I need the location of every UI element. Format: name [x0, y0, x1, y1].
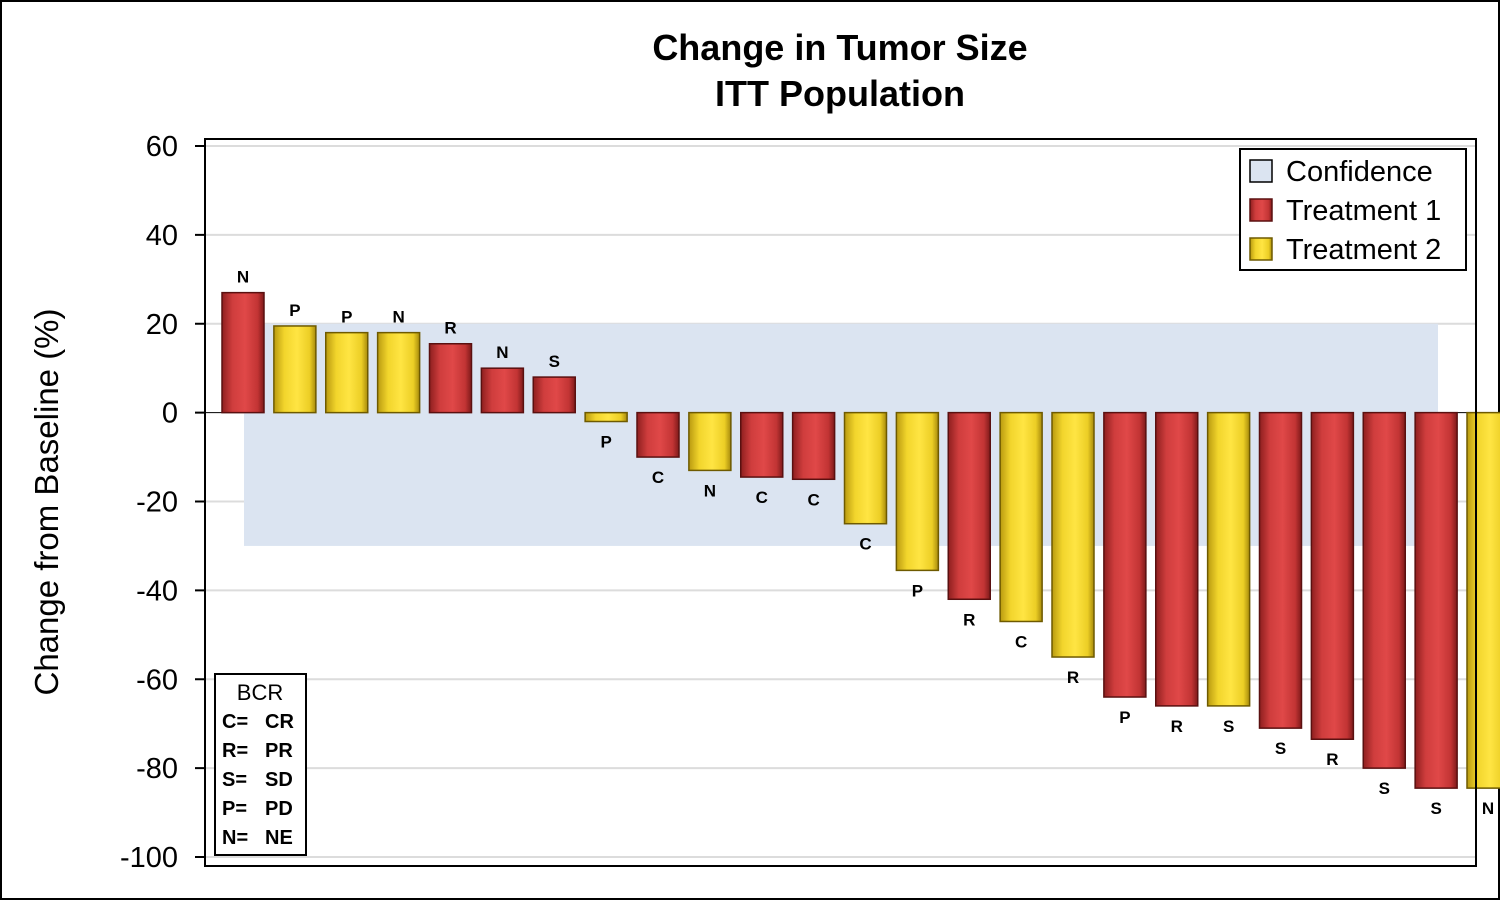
y-tick-label: 20: [146, 309, 178, 341]
y-tick-label: 60: [146, 131, 178, 163]
bar-label: C: [652, 468, 664, 487]
bcr-key-box: [214, 673, 307, 856]
y-axis-label: Change from Baseline (%): [28, 308, 65, 695]
bar-label: P: [600, 433, 611, 452]
bar: [1103, 411, 1147, 698]
bar: [947, 411, 991, 601]
bar-label: N: [237, 268, 249, 287]
bcr-key-value: PD: [265, 798, 293, 820]
bar: [376, 331, 421, 414]
bar: [636, 411, 680, 458]
bar-label: N: [496, 343, 508, 362]
bar: [325, 331, 369, 414]
bcr-key-code: S=: [222, 769, 247, 791]
legend-box: [1239, 148, 1467, 271]
bar-label: S: [1275, 739, 1286, 758]
bar: [843, 411, 888, 525]
bcr-key-value: NE: [265, 827, 293, 849]
bar-label: R: [1326, 750, 1338, 769]
bar-label: N: [1482, 799, 1494, 818]
bar-label: C: [1015, 632, 1027, 651]
bar: [1310, 411, 1355, 740]
bar: [1414, 411, 1458, 789]
bar-label: S: [549, 352, 560, 371]
bcr-key-code: C=: [222, 711, 248, 733]
bar: [584, 411, 628, 423]
y-tick-label: 40: [146, 220, 178, 252]
chart-subtitle: ITT Population: [715, 73, 965, 114]
legend-swatch: [1249, 198, 1273, 222]
bar-label: P: [341, 308, 352, 327]
bar: [740, 411, 784, 478]
bar: [688, 411, 732, 472]
legend-swatch: [1249, 237, 1273, 261]
bar-label: R: [1171, 717, 1183, 736]
bar: [1466, 411, 1500, 789]
legend-label: Confidence: [1286, 156, 1433, 188]
bar: [532, 376, 576, 414]
bcr-key: BCR C= CR R= PR S= SD P= PD N= NE: [214, 673, 307, 856]
bar: [480, 367, 525, 414]
bcr-key-code: N=: [222, 827, 248, 849]
bar-label: P: [912, 581, 923, 600]
bar: [273, 325, 317, 414]
bar: [221, 291, 265, 414]
bars: [221, 291, 1500, 789]
legend: Confidence Treatment 1 Treatment 2: [1239, 148, 1467, 271]
bcr-key-value: PR: [265, 740, 293, 762]
y-tick-label: -100: [120, 842, 178, 874]
y-tick-label: -40: [136, 575, 178, 607]
bar-label: C: [859, 535, 871, 554]
bar: [1362, 411, 1406, 769]
bar-label: C: [756, 488, 768, 507]
bar-label: R: [1067, 668, 1079, 687]
bar-label: P: [1119, 708, 1130, 727]
bar: [999, 411, 1043, 623]
bar: [1051, 411, 1095, 658]
y-tick-label: -20: [136, 487, 178, 519]
bar-label: P: [289, 301, 300, 320]
bar: [791, 411, 836, 481]
bar-label: S: [1430, 799, 1441, 818]
bar: [895, 411, 940, 572]
legend-label: Treatment 2: [1286, 234, 1441, 266]
legend-label: Treatment 1: [1286, 195, 1441, 227]
bar: [1258, 411, 1303, 729]
y-tick-label: 0: [162, 398, 178, 430]
bar-label: S: [1223, 717, 1234, 736]
bcr-key-value: SD: [265, 769, 293, 791]
bar-label: N: [704, 481, 716, 500]
bar-label: R: [444, 319, 456, 338]
bcr-key-code: R=: [222, 740, 248, 762]
bcr-key-code: P=: [222, 798, 247, 820]
bar-label: S: [1379, 779, 1390, 798]
bar: [1155, 411, 1199, 707]
bar-label: N: [392, 308, 404, 327]
bcr-key-value: CR: [265, 711, 294, 733]
y-tick-label: -60: [136, 664, 178, 696]
bar-label: R: [963, 610, 975, 629]
bar-label: C: [807, 490, 819, 509]
bcr-key-title: BCR: [237, 680, 283, 705]
bar: [1206, 411, 1251, 707]
y-tick-label: -80: [136, 753, 178, 785]
legend-swatch: [1249, 159, 1273, 183]
chart-title: Change in Tumor Size: [652, 27, 1027, 68]
bar: [428, 342, 473, 414]
y-axis: 60 40 20 0 -20 -40 -60 -80 -100: [120, 131, 1477, 874]
